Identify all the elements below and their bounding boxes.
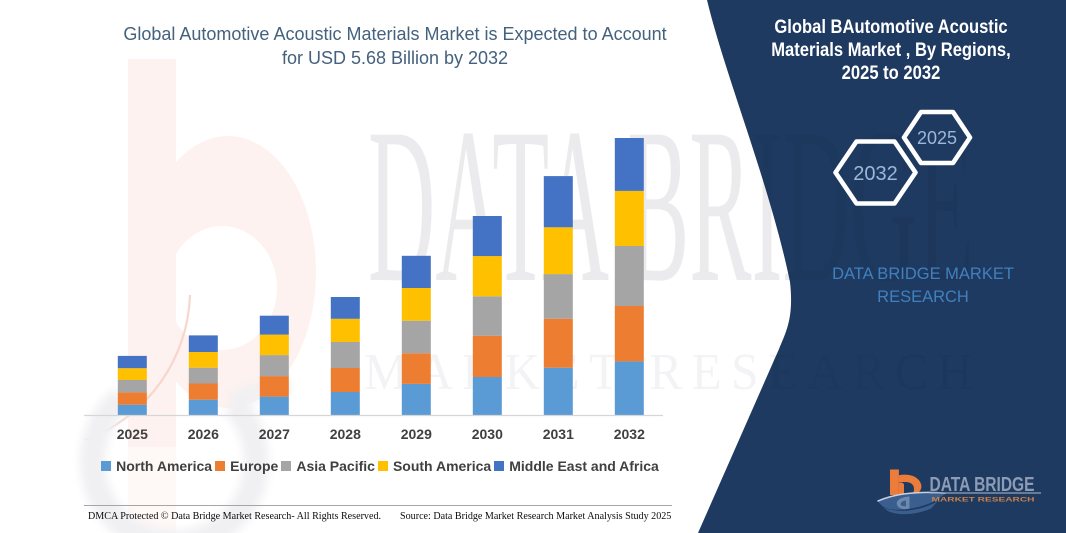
svg-text:2025: 2025: [917, 128, 957, 148]
svg-text:MARKET RESEARCH: MARKET RESEARCH: [932, 497, 1035, 504]
svg-text:DATA BRIDGE: DATA BRIDGE: [930, 474, 1035, 496]
svg-text:2032: 2032: [853, 163, 898, 185]
svg-text:MARKET RESEARCH: MARKET RESEARCH: [364, 344, 982, 401]
